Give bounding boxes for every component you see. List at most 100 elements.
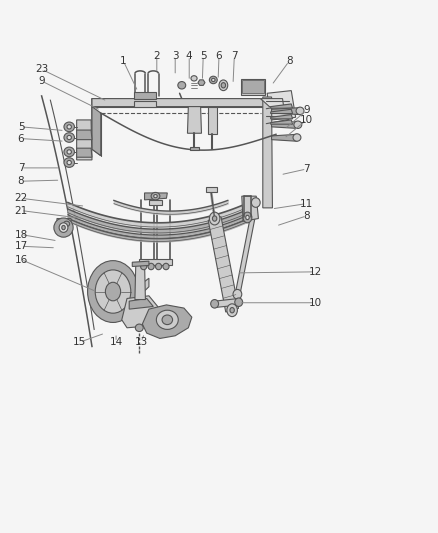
Ellipse shape	[293, 134, 301, 141]
Text: 5: 5	[200, 51, 207, 61]
Polygon shape	[77, 130, 92, 140]
Ellipse shape	[209, 76, 217, 84]
Ellipse shape	[211, 300, 219, 308]
Text: 16: 16	[14, 255, 28, 264]
Ellipse shape	[163, 263, 169, 270]
Polygon shape	[272, 122, 298, 128]
Ellipse shape	[246, 215, 249, 220]
Ellipse shape	[178, 82, 186, 89]
Ellipse shape	[294, 121, 302, 128]
Polygon shape	[187, 107, 201, 133]
Ellipse shape	[67, 135, 71, 140]
Polygon shape	[208, 107, 217, 134]
Polygon shape	[129, 298, 153, 309]
Polygon shape	[145, 193, 167, 200]
Bar	[242, 80, 264, 93]
Ellipse shape	[64, 221, 70, 227]
Polygon shape	[242, 196, 258, 221]
Text: 12: 12	[309, 267, 322, 277]
Ellipse shape	[227, 304, 237, 317]
Text: 7: 7	[231, 51, 238, 61]
Text: 17: 17	[14, 241, 28, 251]
Polygon shape	[271, 115, 293, 119]
Polygon shape	[271, 104, 293, 108]
Text: 2: 2	[153, 51, 160, 61]
Text: 6: 6	[18, 134, 25, 143]
Ellipse shape	[162, 315, 173, 325]
Ellipse shape	[135, 324, 143, 332]
Polygon shape	[271, 120, 293, 124]
Ellipse shape	[95, 270, 131, 313]
Text: 10: 10	[300, 115, 313, 125]
Text: 9: 9	[38, 76, 45, 86]
Text: 23: 23	[35, 64, 48, 74]
Ellipse shape	[230, 308, 234, 313]
Polygon shape	[77, 148, 92, 157]
Ellipse shape	[64, 133, 74, 142]
Polygon shape	[267, 91, 296, 120]
Text: 22: 22	[14, 193, 28, 203]
Polygon shape	[92, 107, 101, 156]
Polygon shape	[135, 262, 145, 300]
Text: 3: 3	[172, 51, 179, 61]
Ellipse shape	[67, 125, 71, 129]
Polygon shape	[263, 97, 272, 208]
Text: 8: 8	[286, 56, 293, 66]
Text: 18: 18	[14, 230, 28, 239]
Polygon shape	[271, 109, 293, 114]
Ellipse shape	[151, 192, 160, 200]
Text: 5: 5	[18, 122, 25, 132]
Ellipse shape	[54, 218, 73, 237]
Ellipse shape	[296, 107, 304, 115]
Text: 6: 6	[215, 51, 223, 61]
Ellipse shape	[233, 289, 242, 299]
Bar	[139, 259, 172, 265]
Ellipse shape	[209, 212, 220, 225]
Ellipse shape	[191, 76, 197, 81]
Ellipse shape	[88, 261, 138, 322]
Polygon shape	[208, 217, 239, 312]
Ellipse shape	[235, 298, 243, 306]
Ellipse shape	[156, 310, 178, 329]
Text: 9: 9	[303, 106, 310, 115]
Text: 7: 7	[18, 163, 25, 173]
Text: 15: 15	[73, 337, 86, 347]
Polygon shape	[198, 80, 205, 85]
Ellipse shape	[64, 122, 74, 132]
Polygon shape	[132, 261, 149, 266]
Bar	[190, 147, 199, 150]
Ellipse shape	[59, 223, 68, 232]
Bar	[149, 200, 162, 205]
Ellipse shape	[155, 263, 162, 270]
Ellipse shape	[67, 160, 71, 165]
Text: 11: 11	[300, 199, 313, 208]
Text: 21: 21	[14, 206, 28, 215]
Ellipse shape	[64, 147, 74, 157]
Bar	[241, 79, 265, 95]
Polygon shape	[261, 99, 284, 108]
Polygon shape	[92, 99, 269, 107]
Text: 10: 10	[309, 298, 322, 308]
Ellipse shape	[106, 282, 120, 301]
Bar	[134, 92, 156, 99]
Polygon shape	[138, 278, 149, 297]
Ellipse shape	[212, 78, 215, 82]
Ellipse shape	[67, 150, 71, 154]
Polygon shape	[122, 296, 162, 328]
Ellipse shape	[154, 195, 157, 198]
Bar	[206, 187, 217, 192]
Ellipse shape	[251, 198, 260, 207]
Text: 7: 7	[303, 164, 310, 174]
Text: 8: 8	[303, 211, 310, 221]
Ellipse shape	[219, 80, 228, 91]
Text: 8: 8	[18, 176, 25, 186]
Polygon shape	[57, 219, 71, 233]
Bar	[134, 101, 156, 107]
Polygon shape	[272, 134, 297, 141]
Polygon shape	[77, 120, 92, 160]
Ellipse shape	[243, 212, 252, 223]
Ellipse shape	[148, 263, 154, 270]
Polygon shape	[215, 298, 240, 308]
Text: 4: 4	[186, 51, 193, 61]
Polygon shape	[272, 108, 300, 115]
